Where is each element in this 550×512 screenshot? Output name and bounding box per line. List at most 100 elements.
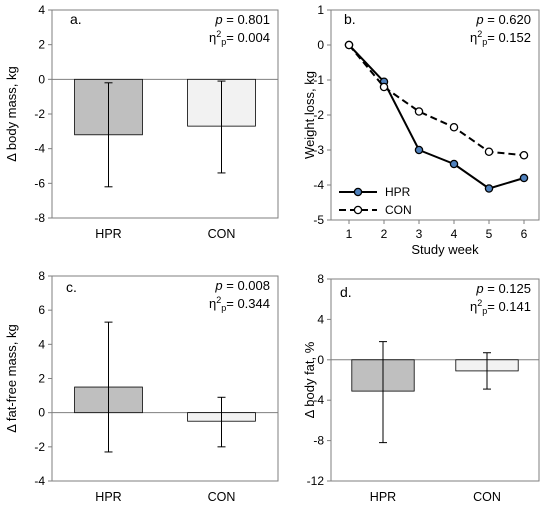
stat-eta-superscript: 2 [477, 298, 482, 308]
y-tick-label: 8 [317, 272, 324, 286]
plot-frame [330, 278, 540, 482]
stat-p-value: p = 0.125 [475, 281, 531, 296]
y-tick-label: -2 [313, 108, 324, 122]
series-line-hpr [348, 44, 525, 190]
stat-eta-value: η2p= 0.004 [209, 29, 270, 47]
category-label-con: CON [473, 490, 501, 504]
stat-p-number: = 0.801 [223, 12, 270, 27]
y-tick-label: 0 [317, 38, 324, 52]
stat-p-number: = 0.008 [223, 278, 270, 293]
y-tick-label: 6 [38, 303, 45, 317]
stat-p-symbol: p [475, 12, 483, 27]
data-point-con [414, 107, 424, 116]
y-axis-title: Weight loss, kg [302, 71, 317, 159]
stat-p-symbol: p [214, 278, 222, 293]
stat-p-symbol: p [475, 281, 483, 296]
legend-label-con: CON [385, 203, 412, 217]
category-label-hpr: HPR [370, 490, 396, 504]
stat-p-value: p = 0.620 [475, 12, 531, 27]
stat-eta-value: η2p= 0.344 [209, 295, 270, 313]
stat-eta-value: η2p= 0.152 [470, 29, 531, 47]
y-tick-label: 4 [38, 337, 45, 351]
y-tick-label: -1 [313, 73, 324, 87]
panel-label: d. [340, 284, 352, 300]
data-point-hpr [484, 184, 494, 193]
y-tick-label: -8 [34, 211, 45, 225]
y-tick-label: -2 [34, 107, 45, 121]
stat-eta-number: = 0.152 [487, 30, 531, 45]
y-tick-label: -4 [34, 142, 45, 156]
y-tick-label: 0 [38, 72, 45, 86]
series-line-con [348, 44, 525, 157]
stat-p-symbol: p [214, 12, 222, 27]
y-tick-label: 2 [38, 372, 45, 386]
panel-label: b. [344, 11, 356, 27]
data-point-hpr [414, 145, 424, 155]
stat-eta-number: = 0.141 [487, 299, 531, 314]
panel-label: a. [70, 11, 82, 27]
x-axis-title: Study week [411, 242, 479, 257]
y-tick-label: -5 [313, 213, 324, 227]
category-label-con: CON [208, 490, 236, 504]
x-tick-label: 5 [486, 227, 493, 241]
stat-p-value: p = 0.801 [214, 12, 270, 27]
y-axis-title: Δ body mass, kg [4, 66, 19, 161]
stat-p-value: p = 0.008 [214, 278, 270, 293]
y-tick-label: -12 [307, 474, 325, 488]
x-tick-label: 6 [521, 227, 528, 241]
stat-eta-symbol: η [470, 30, 477, 45]
x-tick-label: 2 [381, 227, 388, 241]
stat-eta-value: η2p= 0.141 [470, 298, 531, 316]
data-point-con [379, 82, 389, 92]
x-tick-label: 1 [346, 227, 353, 241]
y-axis-title: Δ fat-free mass, kg [4, 324, 19, 432]
stat-eta-superscript: 2 [216, 295, 221, 305]
y-tick-label: -2 [34, 440, 45, 454]
stat-eta-number: = 0.004 [226, 30, 270, 45]
stat-eta-subscript: p [482, 37, 487, 47]
stat-p-number: = 0.125 [484, 281, 531, 296]
stat-eta-superscript: 2 [477, 29, 482, 39]
data-point-con [484, 147, 494, 156]
data-point-hpr [449, 159, 459, 169]
category-label-con: CON [208, 227, 236, 241]
y-tick-label: 4 [38, 3, 45, 17]
stat-eta-superscript: 2 [216, 29, 221, 39]
stat-eta-symbol: η [209, 30, 216, 45]
stat-eta-number: = 0.344 [226, 296, 270, 311]
category-label-hpr: HPR [95, 227, 121, 241]
stat-eta-subscript: p [482, 306, 487, 316]
y-tick-label: -8 [313, 434, 324, 448]
y-tick-label: 1 [317, 3, 324, 17]
data-point-hpr [519, 173, 529, 183]
y-tick-label: 8 [38, 269, 45, 283]
stat-eta-subscript: p [221, 303, 226, 313]
data-point-con [344, 40, 354, 50]
data-point-con [519, 150, 529, 160]
y-tick-label: 2 [38, 38, 45, 52]
y-tick-label: -4 [34, 474, 45, 488]
y-tick-label: 4 [317, 312, 324, 326]
legend-marker-hpr [353, 187, 363, 197]
stat-eta-subscript: p [221, 37, 226, 47]
y-axis-title: Δ body fat, % [302, 341, 317, 418]
category-label-hpr: HPR [95, 490, 121, 504]
data-point-con [449, 123, 459, 132]
legend: HPR CON [339, 185, 412, 217]
y-tick-label: 0 [38, 406, 45, 420]
stat-eta-symbol: η [470, 299, 477, 314]
x-tick-label: 4 [451, 227, 458, 241]
panel-label: c. [66, 279, 77, 295]
stat-p-number: = 0.620 [484, 12, 531, 27]
stat-eta-symbol: η [209, 296, 216, 311]
x-tick-label: 3 [416, 227, 423, 241]
y-tick-label: -6 [34, 176, 45, 190]
y-tick-label: -4 [313, 393, 324, 407]
legend-marker-con [353, 205, 363, 215]
y-tick-label: -3 [313, 143, 324, 157]
